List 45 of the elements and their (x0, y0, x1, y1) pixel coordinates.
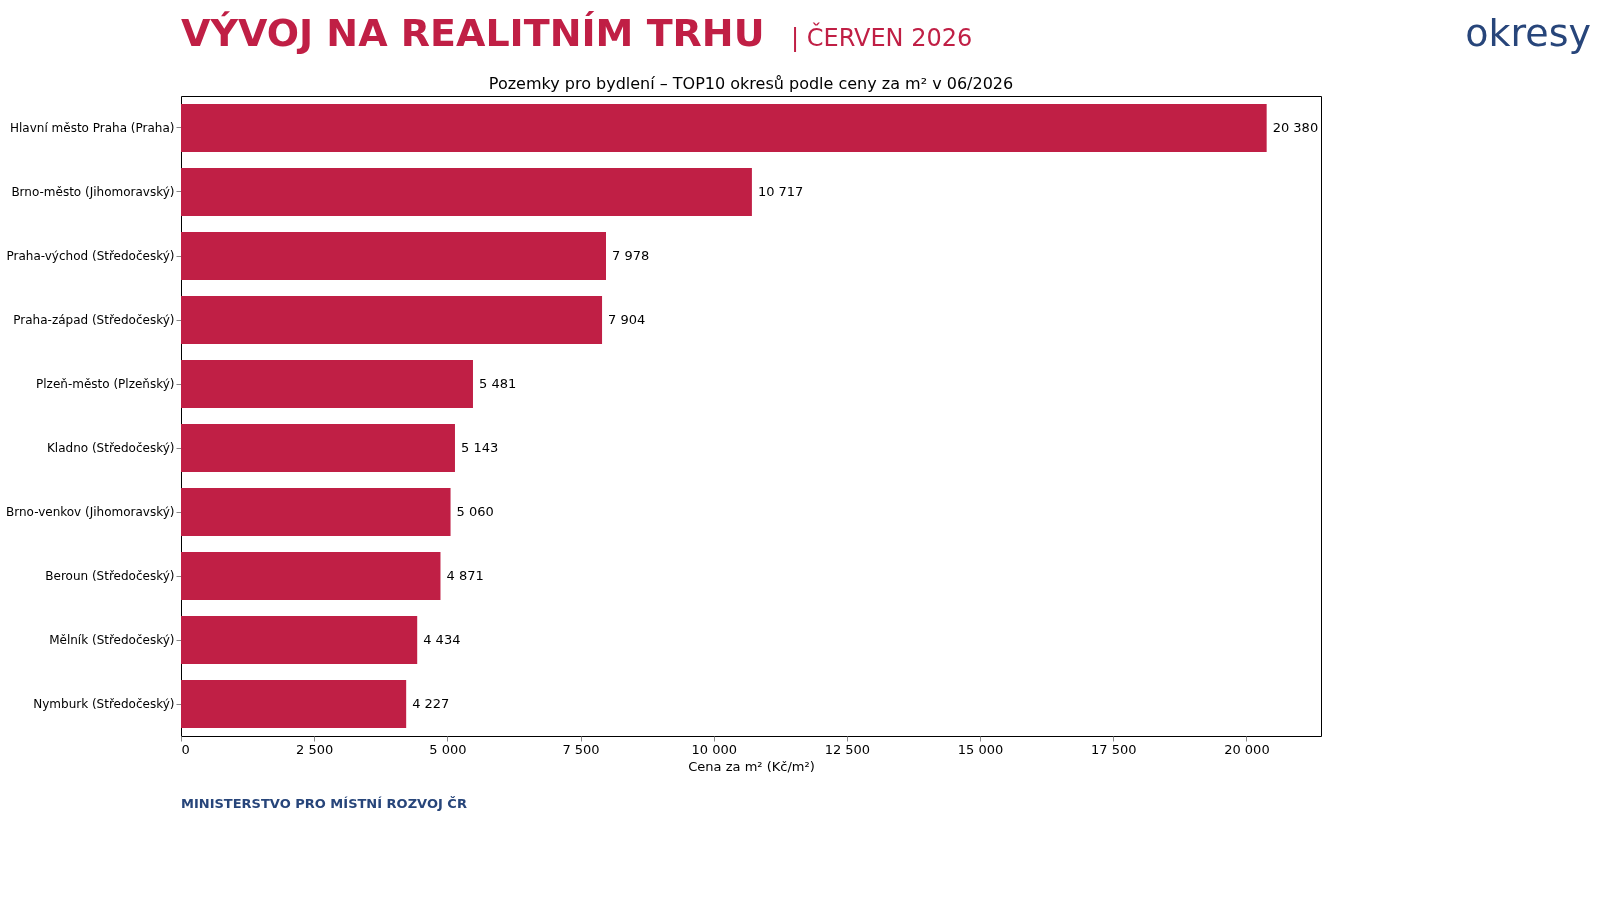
text: okresy (1465, 11, 1591, 55)
bar (181, 424, 455, 472)
data-label: 5 060 (456, 504, 494, 519)
data-label: 7 978 (612, 248, 650, 263)
y-tick-label: Hlavní město Praha (Praha) (10, 121, 175, 135)
x-tick-label: 2 500 (296, 741, 334, 757)
text: MINISTERSTVO PRO MÍSTNÍ ROZVOJ ČR (181, 796, 467, 811)
x-tick-label: 5 000 (429, 741, 467, 757)
data-label: 5 143 (460, 440, 499, 455)
y-tick-label: Plzeň-město (Plzeňský) (36, 377, 175, 391)
y-tick-label: Beroun (Středočeský) (45, 569, 175, 583)
x-axis-title: Cena za m² (Kč/m²) (688, 758, 815, 774)
y-tick-label: Kladno (Středočeský) (47, 441, 175, 455)
x-tick-label: 10 000 (691, 741, 737, 757)
y-tick-label: Praha-východ (Středočeský) (6, 249, 175, 263)
text: | ČERVEN 2026 (791, 22, 973, 52)
chart-title: Pozemky pro bydlení – TOP10 okresů podle ceny za m² v 06/2026 (488, 74, 1014, 93)
bar (181, 168, 752, 216)
y-tick-label: Brno-město (Jihomoravský) (11, 185, 175, 199)
bar (181, 680, 407, 728)
data-label: 7 904 (608, 312, 646, 327)
bar (181, 296, 603, 344)
bar (181, 104, 1267, 152)
data-label: 5 481 (478, 376, 517, 391)
y-tick-label: Mělník (Středočeský) (49, 633, 175, 647)
bar (181, 360, 473, 408)
bar (181, 552, 441, 600)
x-tick-label: 20 000 (1224, 741, 1270, 757)
data-label: 10 717 (757, 184, 804, 199)
y-tick-label: Nymburk (Středočeský) (33, 697, 175, 711)
x-tick-label: 15 000 (957, 741, 1004, 757)
bar (181, 488, 451, 536)
y-tick-label: Praha-západ (Středočeský) (13, 313, 175, 327)
bar (181, 232, 606, 280)
text: VÝVOJ NA REALITNÍM TRHU (181, 11, 765, 55)
x-tick-label: 0 (181, 741, 190, 757)
data-label: 20 380 (1272, 120, 1319, 135)
x-tick-label: 12 500 (824, 741, 871, 757)
data-label: 4 227 (412, 696, 450, 711)
bar (181, 616, 418, 664)
data-label: 4 434 (423, 632, 461, 647)
data-label: 4 871 (446, 568, 484, 583)
x-tick-label: 17 500 (1090, 741, 1137, 757)
x-tick-label: 7 500 (562, 741, 600, 757)
y-tick-label: Brno-venkov (Jihomoravský) (6, 505, 175, 519)
